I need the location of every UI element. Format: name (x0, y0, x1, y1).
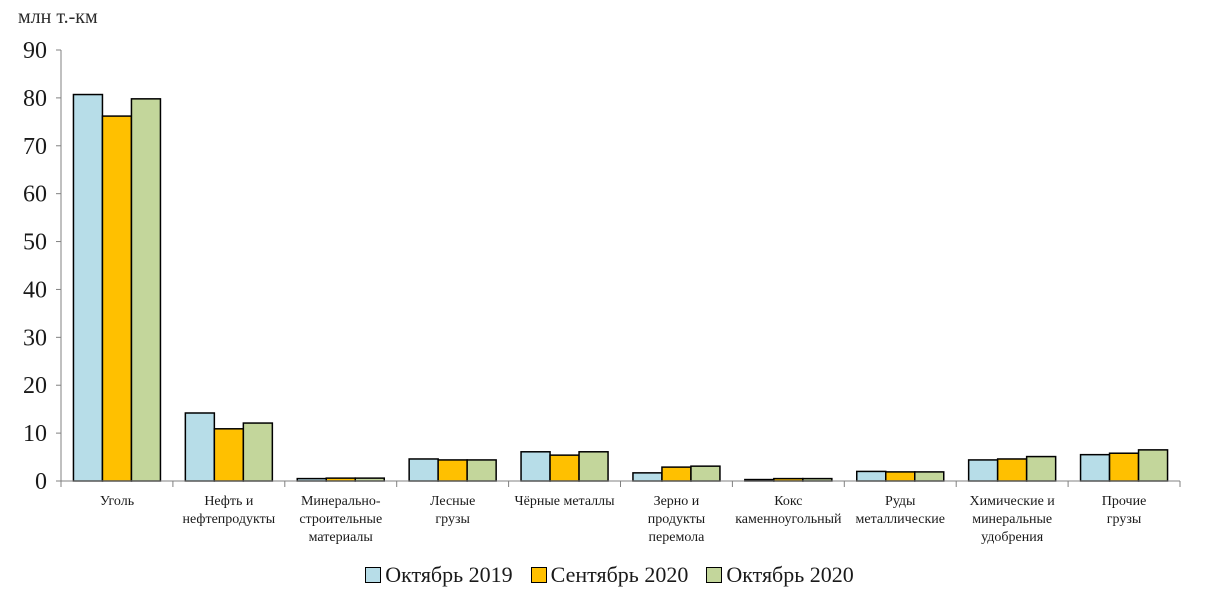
bar (549, 454, 580, 482)
bar (856, 470, 887, 482)
bar (72, 93, 104, 482)
bar (967, 459, 999, 482)
y-tick-label: 30 (23, 325, 47, 351)
legend-label: Сентябрь 2020 (550, 562, 689, 587)
x-tick-label: Руды металлические (856, 494, 946, 527)
y-tick-label: 60 (23, 182, 47, 208)
bar (466, 459, 497, 482)
bar (1025, 455, 1057, 482)
x-tick-label: Химические и минеральные удобрения (970, 494, 1056, 545)
x-tick-label: Нефть и нефтепродукты (183, 494, 276, 527)
y-tick-label: 10 (23, 421, 47, 447)
bar (1108, 452, 1140, 482)
x-tick-label: Минерально-строительные материалы (299, 494, 382, 545)
bar (996, 458, 1028, 482)
x-tick-label: Кокс каменноугольный (735, 494, 842, 527)
bar (1079, 453, 1111, 482)
y-tick-label: 20 (23, 373, 47, 399)
x-axis: Уголь Нефть и нефтепродукты Минерально-стро… (60, 480, 1181, 545)
x-tick-label: Лесные грузы (430, 494, 475, 527)
legend-swatch (706, 567, 723, 583)
bar (408, 458, 439, 482)
y-tick-label: 50 (23, 230, 47, 256)
legend-item: Сентябрь 2020 (530, 562, 689, 588)
y-tick-label: 70 (23, 134, 47, 160)
legend-item: Октябрь 2020 (706, 562, 854, 588)
x-tick-label: Зерно и продукты перемола (648, 494, 706, 545)
bar (661, 466, 692, 482)
bar (184, 412, 216, 482)
legend-label: Октябрь 2019 (385, 562, 513, 587)
y-axis-unit-label: млн т.-км (18, 6, 98, 28)
y-tick-label: 40 (23, 277, 47, 303)
bar (520, 451, 551, 482)
bar (914, 471, 945, 482)
bars-group (72, 93, 1169, 482)
bar (1137, 449, 1169, 482)
bar (885, 471, 916, 482)
y-tick-label: 0 (35, 469, 47, 495)
y-tick-label: 90 (23, 38, 47, 64)
x-tick-label: Уголь (100, 494, 134, 509)
bar (130, 98, 162, 482)
legend-swatch (365, 567, 382, 583)
bar (690, 465, 721, 482)
y-axis: 0 10 20 30 40 50 60 70 80 90 (23, 38, 62, 495)
bar (101, 115, 133, 482)
bar (213, 428, 245, 482)
legend-swatch (530, 567, 547, 583)
y-tick-label: 80 (23, 86, 47, 112)
legend-item: Октябрь 2019 (365, 562, 513, 588)
bar (578, 451, 609, 482)
bar (632, 472, 663, 482)
x-tick-label: Прочие грузы (1102, 494, 1147, 527)
x-tick-label: Чёрные металлы (515, 494, 616, 509)
bar (242, 422, 274, 482)
legend: Октябрь 2019 Сентябрь 2020 Октябрь 2020 (0, 562, 1219, 588)
legend-label: Октябрь 2020 (726, 562, 854, 587)
bar (437, 459, 468, 482)
bar-chart: 0 10 20 30 40 50 60 70 80 90 Уголь Нефть и нефтепро… (23, 38, 1181, 545)
